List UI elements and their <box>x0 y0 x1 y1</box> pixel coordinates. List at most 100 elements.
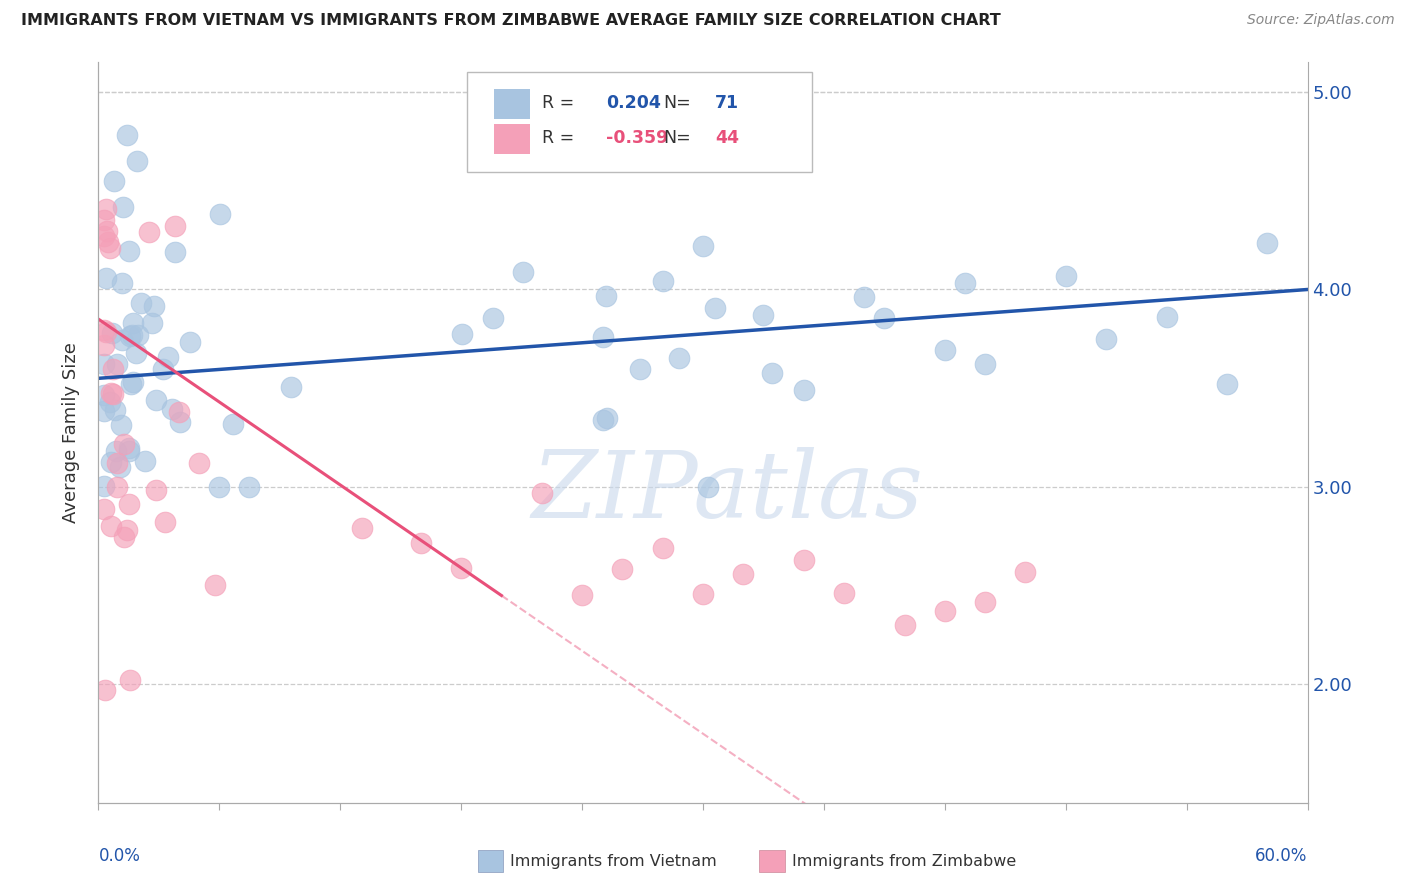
Point <box>101 361 124 376</box>
Point <box>94 271 117 285</box>
Point <box>93 683 115 698</box>
Y-axis label: Average Family Size: Average Family Size <box>62 343 80 523</box>
Point <box>97 235 120 250</box>
Point <box>481 310 503 325</box>
Point <box>117 128 139 143</box>
Point <box>104 443 127 458</box>
Point <box>1216 377 1239 392</box>
Bar <box>494 124 530 153</box>
Point <box>143 299 166 313</box>
Text: N=: N= <box>664 95 690 112</box>
Point <box>96 202 118 216</box>
Point <box>595 289 617 303</box>
Point <box>96 224 118 238</box>
Point <box>122 316 145 330</box>
Point <box>596 410 619 425</box>
Point <box>592 330 614 344</box>
Point <box>118 497 141 511</box>
Point <box>512 265 534 279</box>
Point <box>571 588 593 602</box>
Point <box>163 245 186 260</box>
Point <box>668 351 690 366</box>
Point <box>752 308 775 322</box>
Point <box>141 316 163 330</box>
Point <box>98 241 121 255</box>
Point <box>208 207 231 221</box>
Point <box>1014 565 1036 579</box>
Point <box>118 673 141 688</box>
Point <box>104 403 127 417</box>
Text: R =: R = <box>543 95 575 112</box>
Point <box>111 333 134 347</box>
Point <box>692 238 714 252</box>
Point <box>100 455 122 469</box>
Point <box>103 174 125 188</box>
Point <box>696 480 718 494</box>
Point <box>873 311 896 326</box>
Point <box>134 454 156 468</box>
Point <box>222 417 245 432</box>
Point <box>93 404 115 418</box>
Point <box>179 334 201 349</box>
Point <box>934 604 956 618</box>
Text: Immigrants from Vietnam: Immigrants from Vietnam <box>510 855 717 869</box>
Point <box>98 395 121 409</box>
Point <box>118 444 141 458</box>
Text: 0.0%: 0.0% <box>98 847 141 865</box>
Point <box>138 225 160 239</box>
Point <box>350 521 373 535</box>
Point <box>450 326 472 341</box>
Point <box>100 519 122 533</box>
FancyBboxPatch shape <box>467 72 811 172</box>
Point <box>704 301 727 316</box>
Point <box>93 357 115 371</box>
Point <box>409 536 432 550</box>
Point <box>111 276 134 290</box>
Point <box>157 350 180 364</box>
Text: 44: 44 <box>716 129 740 147</box>
Point <box>238 480 260 494</box>
Point <box>592 413 614 427</box>
Point <box>118 441 141 455</box>
Point <box>188 456 211 470</box>
Text: Source: ZipAtlas.com: Source: ZipAtlas.com <box>1247 13 1395 28</box>
Point <box>127 327 149 342</box>
Text: Immigrants from Zimbabwe: Immigrants from Zimbabwe <box>792 855 1015 869</box>
Point <box>107 357 129 371</box>
Point <box>129 295 152 310</box>
Point <box>974 595 997 609</box>
Point <box>120 329 142 343</box>
Point <box>105 480 128 494</box>
Point <box>793 553 815 567</box>
Point <box>93 338 115 352</box>
Point <box>450 561 472 575</box>
Point <box>204 578 226 592</box>
Point <box>94 325 117 339</box>
Point <box>105 456 128 470</box>
Text: N=: N= <box>664 129 690 147</box>
Point <box>153 515 176 529</box>
Text: IMMIGRANTS FROM VIETNAM VS IMMIGRANTS FROM ZIMBABWE AVERAGE FAMILY SIZE CORRELAT: IMMIGRANTS FROM VIETNAM VS IMMIGRANTS FR… <box>21 13 1001 29</box>
Point <box>115 523 138 537</box>
Point <box>145 392 167 407</box>
Text: ZIPatlas: ZIPatlas <box>531 447 924 537</box>
Point <box>163 219 186 234</box>
Point <box>100 386 122 401</box>
Point <box>612 562 634 576</box>
Point <box>93 479 115 493</box>
Point <box>127 154 149 169</box>
Point <box>110 460 132 475</box>
Point <box>692 587 714 601</box>
Point <box>169 404 191 418</box>
Point <box>111 200 134 214</box>
Point <box>93 323 115 337</box>
Point <box>793 384 815 398</box>
Bar <box>494 89 530 119</box>
Point <box>853 290 876 304</box>
Point <box>893 618 915 632</box>
Point <box>101 386 124 401</box>
Point <box>1256 236 1278 251</box>
Point <box>208 480 231 494</box>
Point <box>110 417 132 432</box>
Text: 71: 71 <box>716 95 740 112</box>
